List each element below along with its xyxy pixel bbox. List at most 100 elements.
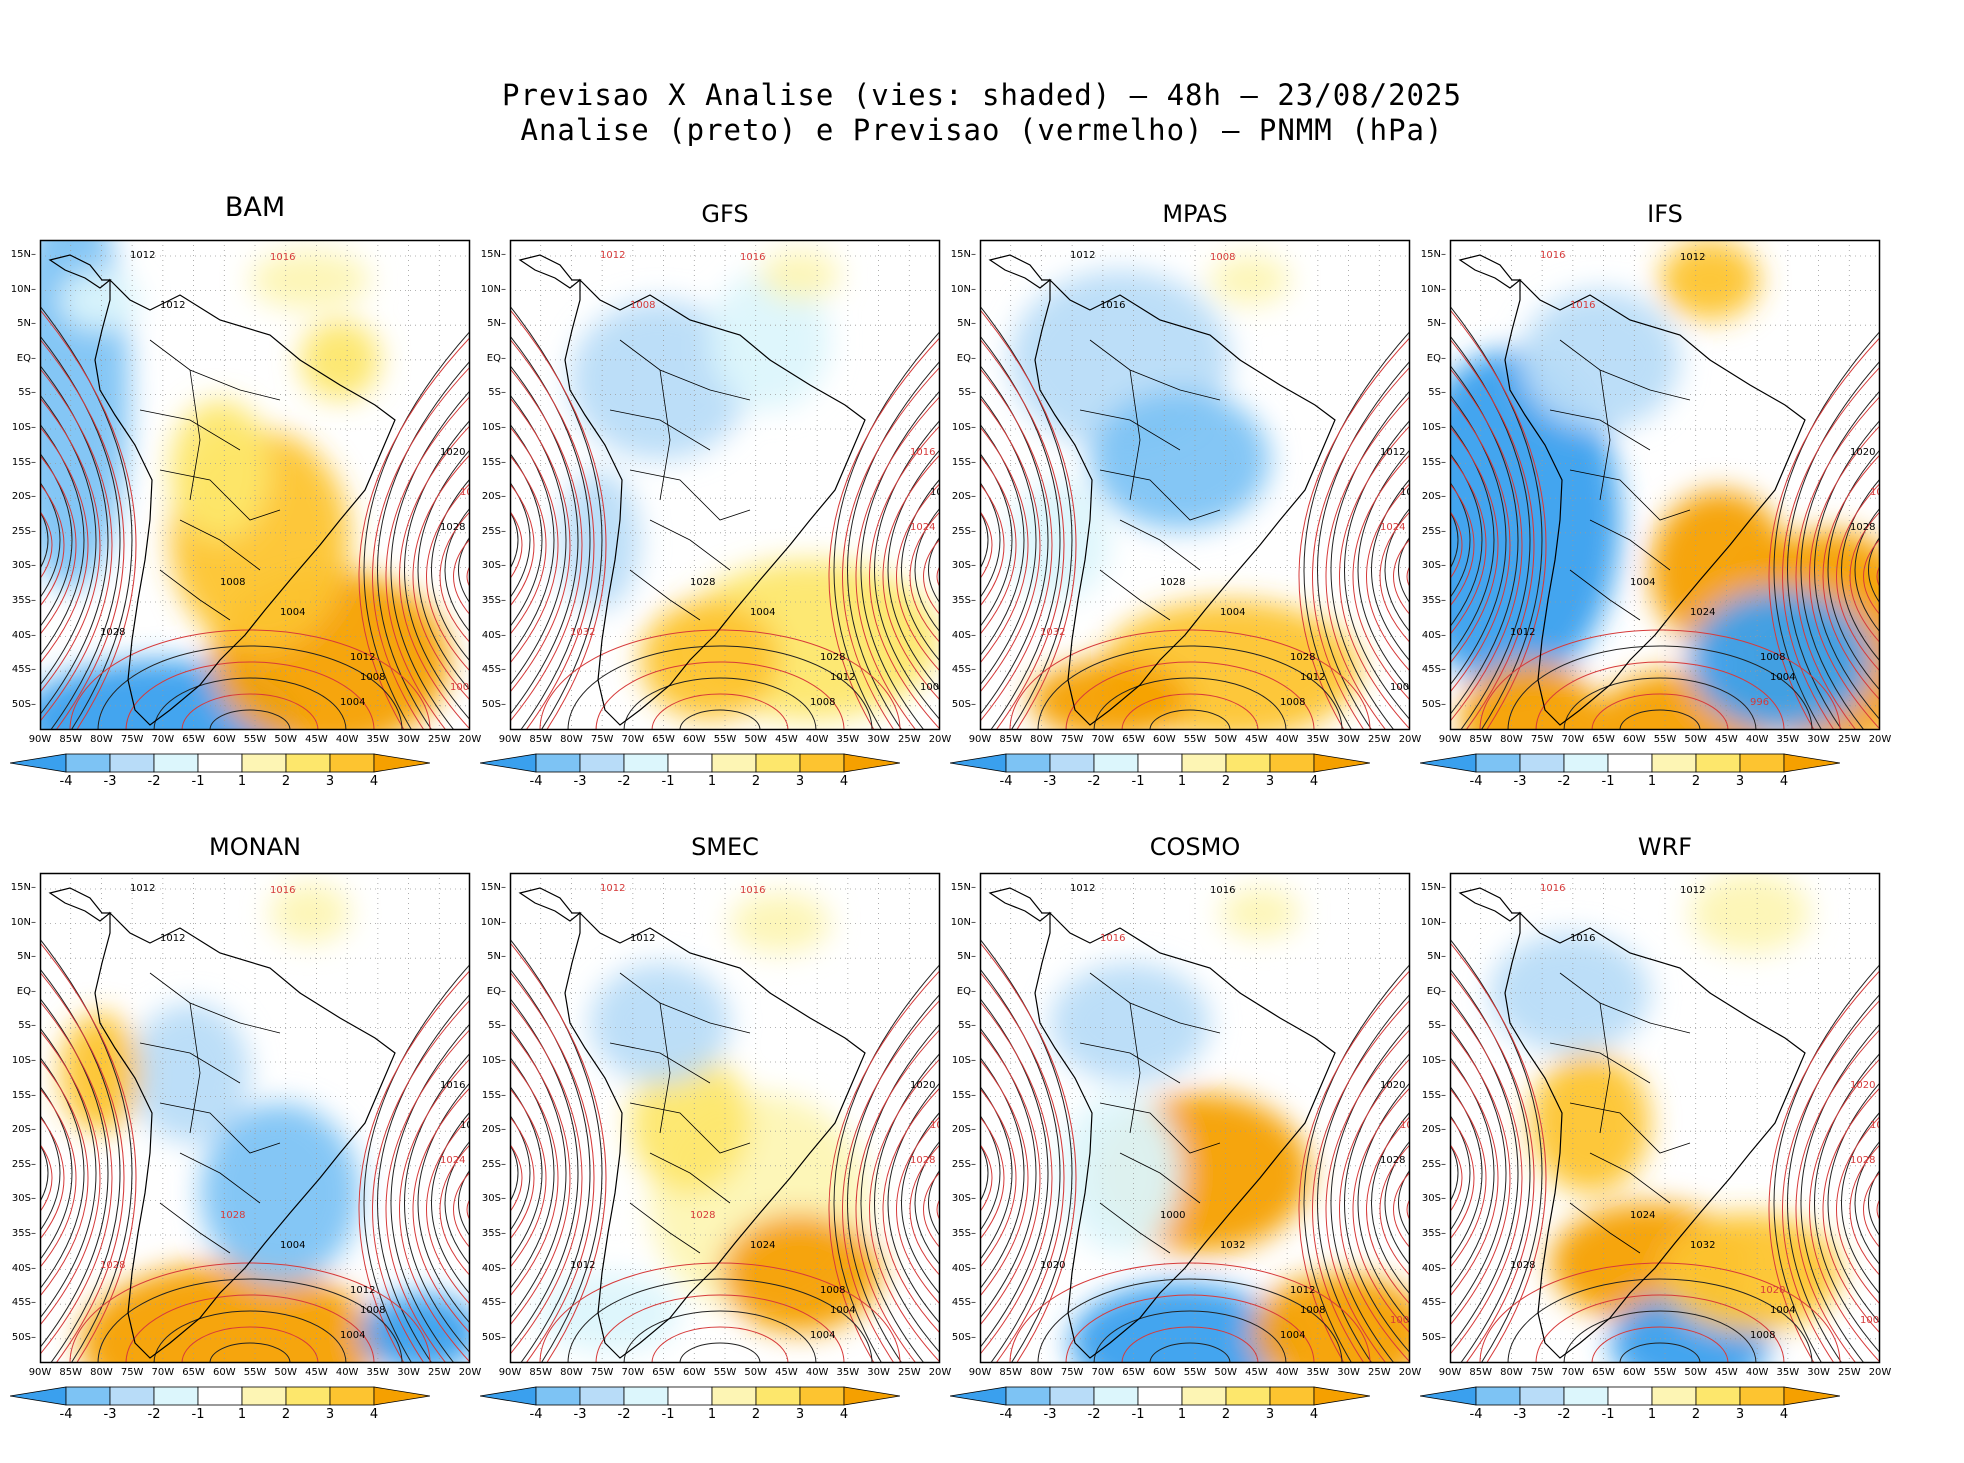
- colorbar-tick-label: 1: [237, 774, 247, 789]
- lat-tick-label: 5N–: [487, 951, 506, 963]
- colorbar-tick-label: -1: [661, 774, 675, 789]
- colorbar-tick-label: 4: [369, 1407, 379, 1422]
- colorbar-tick-label: 1: [1177, 1407, 1187, 1422]
- lat-tick-label: 35S–: [481, 595, 506, 606]
- isobar-label: 1024: [1630, 1210, 1655, 1221]
- lon-tick-label: 60W: [1152, 734, 1176, 745]
- isobar-label: 1004: [1770, 672, 1795, 683]
- lat-tick-label: 15N–: [480, 882, 506, 893]
- country-border: [159, 1202, 231, 1254]
- isobar-label: 1028: [100, 627, 125, 638]
- isobar-label: 1028: [1380, 1155, 1405, 1166]
- coastline: [518, 887, 582, 922]
- lon-tick-label: 55W: [243, 734, 267, 745]
- lon-tick-label: 70W: [1561, 1367, 1585, 1378]
- lon-tick-label: 45W: [305, 1367, 328, 1378]
- lon-tick-label: 25W: [897, 734, 921, 745]
- lon-tick-label: 65W: [1122, 734, 1145, 745]
- lat-tick-label: 30S–: [951, 1193, 976, 1205]
- lon-tick-label: 25W: [427, 734, 451, 745]
- lon-tick-label: 25W: [1837, 1367, 1861, 1378]
- bias-shading: [640, 600, 780, 720]
- map-panel-bam: BAM 1012 1016 1012 1020 1024 1028 1008 1004 1028 1…: [0, 190, 481, 830]
- bias-shading: [1060, 1093, 1180, 1253]
- colorbar-swatch: [535, 753, 581, 773]
- map-plot: 1012 101610121020102410281008100410281012…: [39, 239, 471, 731]
- colorbar-swatch: [241, 1386, 287, 1406]
- map-plot: 1012 101610081016102010241028100410321028…: [509, 239, 941, 731]
- isobar-label: 1012: [1680, 885, 1705, 896]
- colorbar-tick-label: -3: [1043, 774, 1057, 789]
- colorbar-swatch: [1137, 753, 1183, 773]
- lat-tick-label: EQ–: [956, 985, 976, 997]
- colorbar-tick-label: -3: [103, 774, 117, 789]
- colorbar-tick-label: -4: [529, 774, 543, 789]
- country-border: [1089, 972, 1221, 1034]
- lon-tick-label: 30W: [397, 1367, 420, 1378]
- lon-tick-label: 35W: [366, 734, 390, 745]
- lon-tick-label: 35W: [1306, 1367, 1330, 1378]
- lon-tick-label: 80W: [1030, 1367, 1053, 1378]
- lon-tick-label: 35W: [1306, 734, 1330, 745]
- isobar-label: 1000: [1860, 1315, 1885, 1326]
- country-border: [1569, 469, 1691, 521]
- lon-tick-label: 40W: [1275, 1367, 1299, 1378]
- lat-tick-label: 10N–: [950, 283, 976, 295]
- colorbar-tick-label: 4: [1309, 1407, 1319, 1422]
- lon-tick-label: 40W: [335, 1367, 359, 1378]
- colorbar-swatch: [1475, 753, 1521, 773]
- colorbar-swatch: [799, 1386, 845, 1406]
- lat-tick-label: 45S–: [1421, 664, 1446, 676]
- bias-shading: [570, 300, 750, 460]
- lat-tick-label: 10S–: [11, 1055, 36, 1066]
- colorbar-swatch: [1695, 753, 1741, 773]
- bias-shading: [130, 1003, 250, 1143]
- colorbar-tick-label: 1: [707, 774, 717, 789]
- colorbar-swatch: [153, 753, 199, 773]
- lon-tick-label: 30W: [867, 734, 890, 745]
- isobar-label: 1020: [1760, 1285, 1785, 1296]
- lat-tick-label: 25S–: [951, 1158, 976, 1170]
- country-border: [609, 409, 711, 451]
- panel-title: COSMO: [1149, 833, 1241, 861]
- lat-tick-label: 25S–: [951, 525, 976, 537]
- lat-tick-label: 20S–: [951, 491, 976, 503]
- lon-tick-label: 30W: [1807, 1367, 1830, 1378]
- lon-tick-label: 30W: [397, 734, 420, 745]
- lat-tick-label: 15N–: [10, 249, 36, 260]
- lat-tick-label: 20S–: [481, 491, 506, 503]
- lon-tick-label: 25W: [1837, 734, 1861, 745]
- colorbar-tick-label: 1: [1177, 774, 1187, 789]
- map-plot: 1012 101610121020102410281028102410121008…: [509, 872, 941, 1364]
- colorbar-tick-label: 1: [237, 1407, 247, 1422]
- bias-shading: [560, 470, 640, 610]
- lat-tick-label: 15S–: [951, 1089, 976, 1101]
- colorbar-tick-label: -1: [191, 1407, 205, 1422]
- colorbar-tick-label: -2: [1087, 1407, 1101, 1422]
- lon-tick-label: 45W: [1715, 1367, 1738, 1378]
- lat-tick-label: 40S–: [481, 629, 506, 641]
- lat-tick-label: 15S–: [11, 1089, 36, 1101]
- lat-tick-label: 50S–: [481, 1331, 506, 1343]
- lat-tick-label: 35S–: [951, 1228, 976, 1239]
- lon-tick-label: 75W: [1530, 734, 1554, 745]
- lon-tick-label: 80W: [560, 1367, 583, 1378]
- bias-shading: [710, 270, 830, 410]
- colorbar-tick-label: -2: [147, 1407, 161, 1422]
- lat-tick-label: 50S–: [481, 698, 506, 710]
- country-border: [1119, 1152, 1201, 1204]
- bias-shading: [1030, 660, 1190, 730]
- bias-shading: [1070, 1283, 1290, 1363]
- isobar-label: 1032: [1690, 1240, 1715, 1251]
- isobar-label: 1024: [1380, 522, 1405, 533]
- map-plot: 1016 101210161020102410281024103210281020…: [1449, 872, 1881, 1364]
- isobar-label: 1004: [340, 1330, 365, 1341]
- lat-tick-label: 20S–: [951, 1124, 976, 1136]
- lon-tick-label: 65W: [182, 1367, 205, 1378]
- colorbar: -4 -3 -2 -1 1 2 3 4: [9, 1385, 431, 1433]
- lon-tick-label: 50W: [744, 734, 768, 745]
- isobar-label: 1028: [690, 1210, 715, 1221]
- country-border: [1099, 1102, 1221, 1154]
- isobar-label: 1028: [820, 652, 845, 663]
- coastline: [988, 254, 1052, 289]
